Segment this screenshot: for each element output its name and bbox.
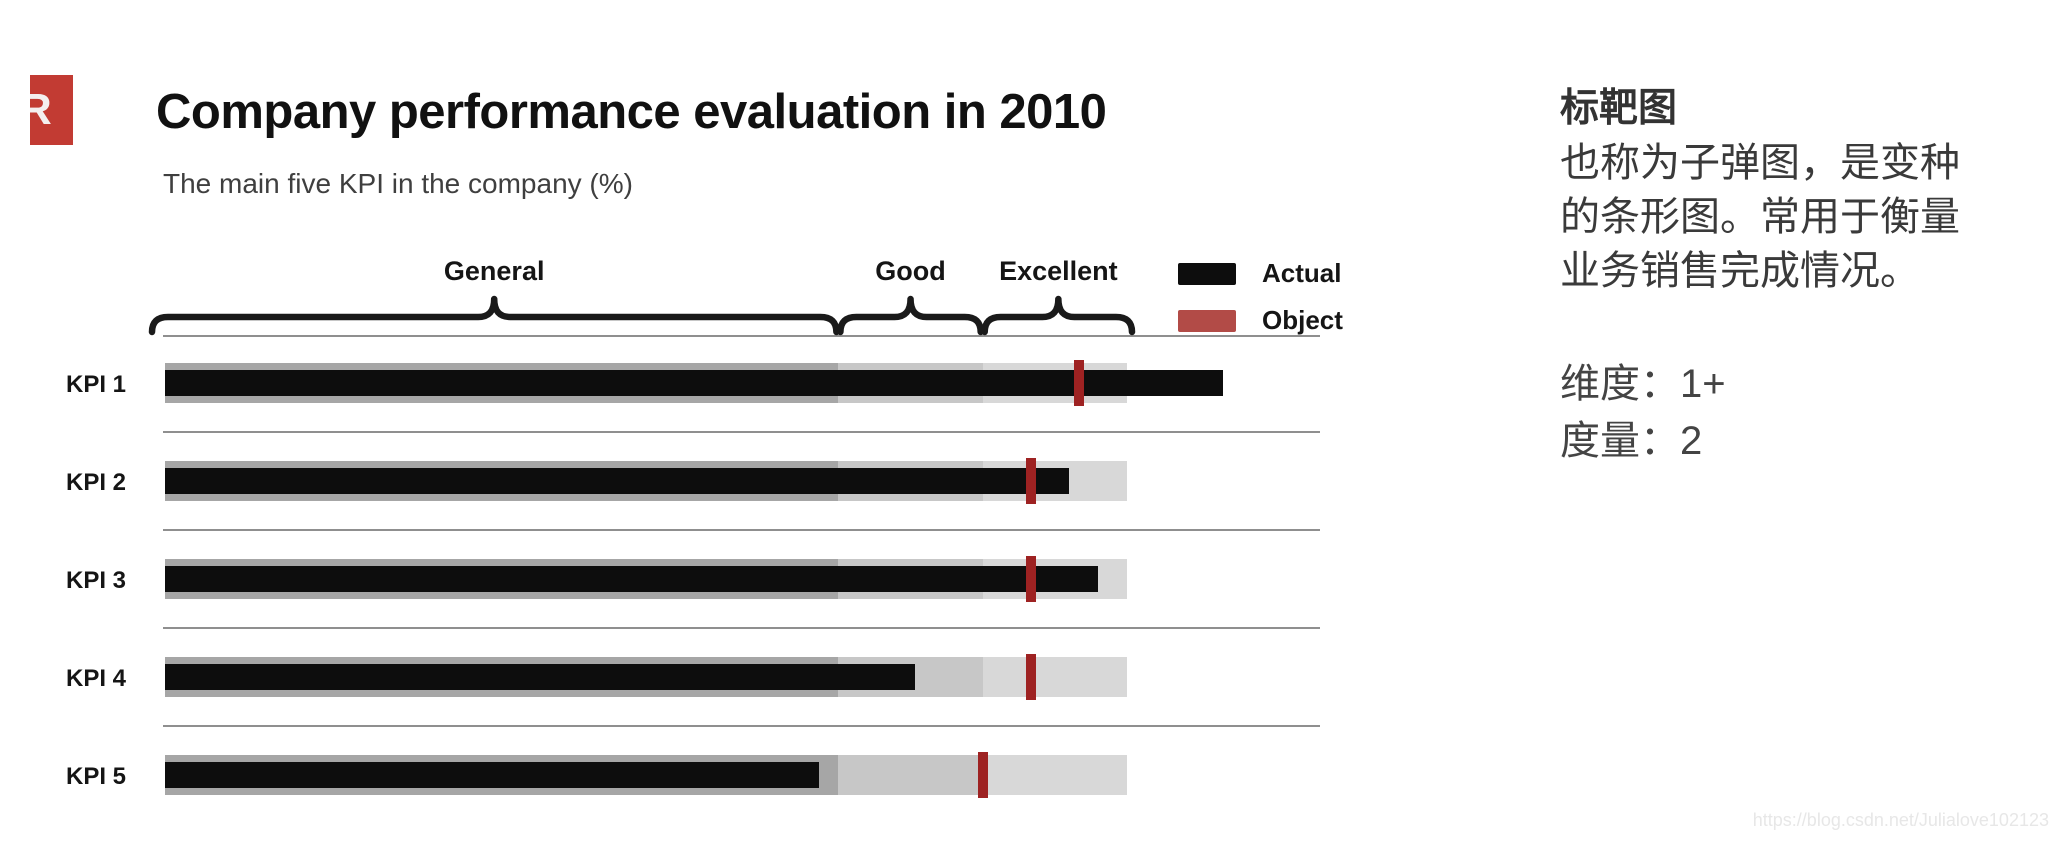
legend-swatch-actual bbox=[1178, 262, 1236, 285]
legend-label: Actual bbox=[1262, 258, 1342, 288]
side-panel-heading: 标靶图 bbox=[1560, 87, 1678, 130]
legend-label: Object bbox=[1262, 305, 1343, 335]
top-axis-line bbox=[163, 335, 1320, 337]
object-marker bbox=[1025, 654, 1036, 700]
object-marker bbox=[1025, 458, 1036, 504]
chart-legend: Actual Object bbox=[1178, 258, 1343, 352]
row-separator bbox=[163, 431, 1320, 433]
row-separator bbox=[163, 529, 1320, 531]
kpi-label: KPI 2 bbox=[66, 469, 127, 496]
actual-bar bbox=[165, 762, 820, 788]
actual-bar bbox=[165, 468, 1070, 494]
side-panel-metrics: 维度：1+ 度量：2 bbox=[1560, 356, 2040, 470]
zone-band-good bbox=[838, 755, 983, 795]
site-logo: R bbox=[30, 75, 73, 145]
kpi-label: KPI 5 bbox=[66, 763, 127, 790]
watermark-url: https://blog.csdn.net/Julialove102123 bbox=[1752, 810, 2049, 830]
kpi-label: KPI 3 bbox=[66, 567, 127, 594]
logo-letter: R bbox=[30, 85, 52, 134]
legend-item: Actual bbox=[1178, 258, 1343, 289]
object-marker bbox=[1073, 360, 1084, 406]
zone-brace-general bbox=[148, 295, 840, 336]
object-marker bbox=[1025, 556, 1036, 602]
side-desc-line: 的条形图。常用于衡量 bbox=[1560, 195, 1960, 239]
zone-label-general: General bbox=[443, 256, 545, 286]
actual-bar bbox=[165, 566, 1099, 592]
side-desc-line: 业务销售完成情况。 bbox=[1560, 249, 1920, 293]
zone-band-excellent bbox=[982, 657, 1127, 697]
zone-label-excellent: Excellent bbox=[999, 256, 1118, 286]
zone-brace-excellent bbox=[981, 295, 1136, 336]
actual-bar bbox=[165, 370, 1224, 396]
row-separator bbox=[163, 725, 1320, 727]
chart-subtitle: The main five KPI in the company (%) bbox=[163, 168, 633, 199]
kpi-label: KPI 4 bbox=[66, 665, 127, 692]
measure-line: 度量：2 bbox=[1560, 419, 1703, 463]
object-marker bbox=[977, 752, 988, 798]
bullet-chart: General Good Excellent KPI 1 KPI 2 KPI 3 KPI 4… bbox=[66, 256, 1320, 798]
zone-brace-good bbox=[837, 295, 984, 336]
chart-title: Company performance evaluation in 2010 bbox=[156, 85, 1107, 139]
zone-label-good: Good bbox=[875, 256, 946, 286]
legend-swatch-object bbox=[1178, 309, 1236, 332]
actual-bar bbox=[165, 664, 916, 690]
dimension-line: 维度：1+ bbox=[1560, 362, 1726, 406]
side-panel: 标靶图 也称为子弹图，是变种 的条形图。常用于衡量 业务销售完成情况。 维度：1+ … bbox=[1560, 82, 2040, 470]
kpi-label: KPI 1 bbox=[66, 371, 127, 398]
zone-braces bbox=[148, 295, 1136, 336]
zone-band-excellent bbox=[982, 755, 1127, 795]
side-panel-description: 也称为子弹图，是变种 的条形图。常用于衡量 业务销售完成情况。 bbox=[1560, 136, 2040, 298]
side-desc-line: 也称为子弹图，是变种 bbox=[1560, 141, 1960, 185]
legend-item: Object bbox=[1178, 305, 1343, 336]
row-separator bbox=[163, 627, 1320, 629]
